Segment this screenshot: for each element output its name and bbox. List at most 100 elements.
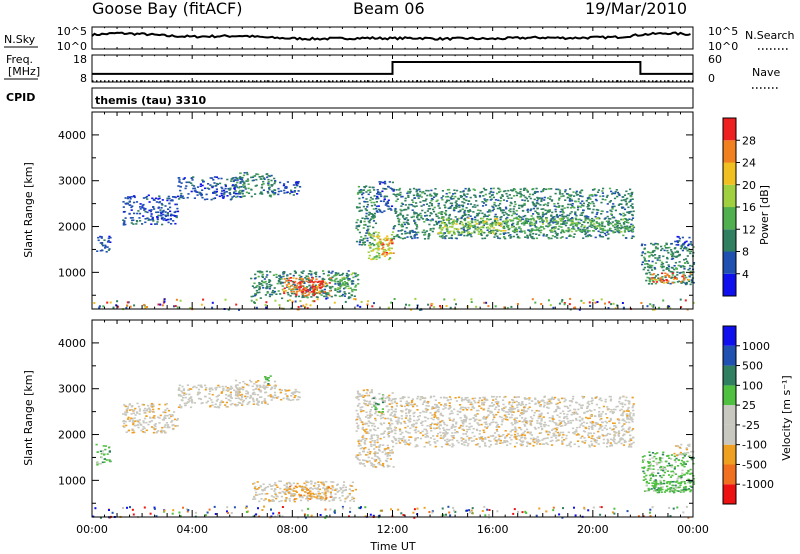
scatter-cell [473,231,476,234]
scatter-cell [180,405,183,408]
date-title: 19/Mar/2010 [585,0,688,18]
scatter-cell [261,275,264,278]
scatter-cell [260,282,263,285]
scatter-cell [301,285,304,287]
scatter-cell [267,383,270,385]
scatter-cell [318,495,321,498]
scatter-cell [213,197,217,199]
scatter-cell [497,204,500,207]
scatter-cell [301,488,304,491]
scatter-cell [377,231,380,234]
scatter-cell [504,229,507,232]
scatter-cell [597,230,600,233]
scatter-cell [611,216,614,219]
scatter-cell [467,211,470,213]
scatter-cell [290,495,293,498]
scatter-cell [264,294,267,296]
scatter-cell [350,273,353,276]
scatter-cell [340,274,344,276]
scatter-cell [122,222,125,225]
scatter-cell [329,277,332,279]
scatter-cell [209,177,212,179]
scatter-cell [552,306,555,309]
scatter-cell [400,224,403,226]
scatter-cell [161,430,164,433]
scatter-cell [363,437,366,440]
scatter-cell [364,454,368,456]
scatter-cell [406,214,409,216]
scatter-cell [302,288,305,290]
scatter-cell [333,301,336,304]
scatter-cell [306,307,309,310]
scatter-cell [676,241,679,244]
scatter-cell [380,413,384,415]
scatter-cell [347,287,350,290]
scatter-cell [588,234,591,236]
scatter-cell [289,399,292,402]
scatter-cell [622,234,625,237]
scatter-cell [101,450,104,452]
scatter-cell [656,273,660,276]
scatter-cell [457,197,460,200]
scatter-cell [419,212,422,215]
scatter-cell [267,182,270,185]
scatter-cell [312,287,315,290]
scatter-cell [624,214,627,216]
scatter-cell [143,417,147,420]
scatter-cell [234,179,237,181]
scatter-cell [540,198,543,201]
scatter-cell [680,271,683,274]
scatter-cell [561,214,564,216]
scatter-cell [686,262,690,264]
scatter-cell [125,431,128,433]
scatter-cell [368,460,371,462]
scatter-cell [145,421,148,424]
scatter-cell [676,240,679,242]
scatter-cell [401,225,404,228]
scatter-cell [677,244,680,246]
scatter-cell [219,404,222,406]
scatter-cell [271,184,274,186]
scatter-cell [610,303,613,306]
scatter-cell [378,450,381,452]
scatter-cell [329,496,332,498]
scatter-cell [392,237,396,240]
scatter-cell [380,413,383,416]
scatter-cell [488,214,491,216]
scatter-cell [126,418,130,420]
scatter-cell [243,195,246,197]
scatter-cell [519,228,522,230]
scatter-cell [282,289,285,291]
scatter-cell [372,226,375,229]
scatter-cell [310,273,313,275]
scatter-cell [519,220,522,222]
scatter-cell [122,211,125,213]
scatter-cell [325,497,328,499]
scatter-cell [539,220,542,223]
scatter-cell [670,249,673,251]
scatter-cell [525,221,528,223]
scatter-cell [283,278,286,280]
scatter-cell [435,195,438,197]
scatter-cell [239,192,242,194]
scatter-cell [416,216,419,219]
scatter-cell [686,255,689,257]
scatter-cell [645,272,648,275]
scatter-cell [328,294,331,297]
scatter-cell [104,247,107,249]
scatter-cell [557,199,561,201]
scatter-cell [389,257,392,259]
scatter-cell [244,395,247,398]
scatter-cell [265,301,268,304]
scatter-cell [263,281,266,284]
scatter-cell [474,228,477,230]
scatter-cell [370,406,374,408]
scatter-cell [664,247,667,249]
scatter-cell [609,218,612,220]
scatter-cell [137,420,140,423]
scatter-cell [345,272,349,275]
scatter-cell [656,259,659,261]
scatter-cell [283,290,286,293]
scatter-cell [292,277,295,279]
scatter-cell [448,207,451,209]
